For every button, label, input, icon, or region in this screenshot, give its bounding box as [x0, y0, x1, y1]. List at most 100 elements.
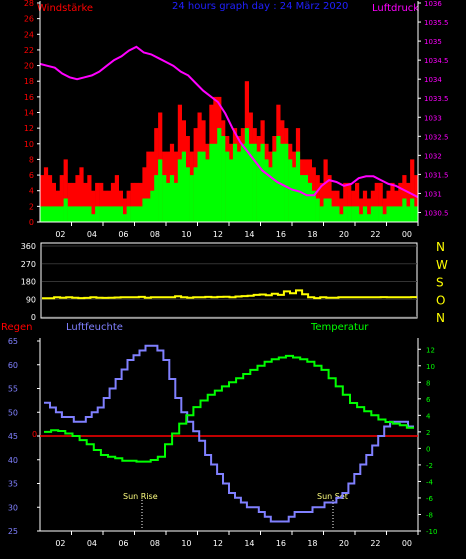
- direction-tick-label: 90: [26, 295, 36, 304]
- climate-x-tick-label: 06: [118, 539, 128, 548]
- wind-mean-bar: [150, 190, 155, 222]
- wind-mean-bar: [347, 206, 352, 222]
- wind-mean-bar: [79, 206, 84, 222]
- wind-mean-bar: [63, 198, 68, 222]
- pressure-tick-label: 1034: [424, 76, 442, 84]
- wind-direction-line: [42, 289, 417, 300]
- wind-gust-bar: [40, 175, 45, 222]
- wind-mean-bar: [189, 175, 194, 222]
- wind-mean-bar: [126, 206, 131, 222]
- wind-gust-bar: [414, 175, 419, 222]
- climate-x-axis-ticks: 02 04 06 08 10 12 14 16 18 20 22 00: [55, 531, 419, 548]
- wind-gust-bar: [99, 182, 104, 222]
- climate-x-tick-label: 20: [339, 539, 349, 548]
- wind-mean-bar: [95, 206, 100, 222]
- wind-mean-bar: [410, 198, 415, 222]
- temperature-tick-label: 8: [426, 379, 430, 387]
- wind-left-tick-label: 2: [29, 202, 34, 211]
- wind-mean-bar: [130, 206, 135, 222]
- wind-gust-bar: [339, 198, 344, 222]
- wind-mean-bar: [173, 182, 179, 222]
- climate-x-tick-label: 02: [55, 539, 65, 548]
- wind-x-tick-label: 04: [87, 230, 97, 239]
- direction-tick-label: 270: [21, 260, 36, 269]
- wind-mean-bar: [335, 206, 340, 222]
- wind-left-tick-label: 4: [29, 187, 34, 196]
- climate-x-tick-label: 14: [244, 539, 254, 548]
- wind-mean-bar: [264, 159, 269, 222]
- wind-gust-bar: [366, 198, 371, 222]
- wind-mean-bar: [240, 143, 245, 222]
- wind-mean-bar: [59, 206, 64, 222]
- humidity-tick-label: 35: [8, 480, 18, 489]
- pressure-line: [39, 45, 419, 199]
- humidity-tick-label: 65: [8, 337, 18, 346]
- wind-mean-bar: [138, 206, 143, 222]
- wind-mean-bar: [406, 206, 411, 222]
- wind-mean-bar: [201, 151, 206, 222]
- wind-gust-bar: [335, 190, 340, 222]
- wind-gust-bar: [114, 175, 119, 222]
- wind-gust-bar: [134, 182, 139, 222]
- humidity-tick-label: 55: [8, 385, 18, 394]
- wind-gust-bar: [122, 198, 127, 222]
- wind-left-tick-label: 16: [24, 93, 34, 102]
- wind-x-tick-label: 06: [118, 230, 128, 239]
- wind-gust-bar: [126, 190, 131, 222]
- wind-gust-bar: [130, 182, 135, 222]
- wind-mean-bar: [280, 143, 285, 222]
- wind-mean-bar: [394, 206, 399, 222]
- wind-left-tick-label: 8: [29, 155, 34, 164]
- wind-panel: Windstärke 24 hours graph day : 24 März …: [24, 0, 449, 239]
- climate-x-tick-label: 04: [87, 539, 97, 548]
- wind-mean-bar: [288, 159, 293, 222]
- wind-left-tick-label: 24: [24, 30, 34, 39]
- pressure-tick-label: 1031.5: [424, 171, 449, 179]
- wind-mean-bar: [319, 206, 324, 222]
- temperature-tick-label: -8: [426, 511, 433, 519]
- temperature-tick-label: 4: [426, 412, 431, 420]
- wind-mean-bar: [110, 206, 116, 222]
- wind-gust-bar: [71, 182, 76, 222]
- pressure-tick-label: 1036: [424, 0, 442, 8]
- humidity-tick-label: 50: [8, 408, 18, 417]
- wind-mean-bar: [193, 167, 198, 223]
- wind-gust-bar: [370, 190, 375, 222]
- wind-gust-bar: [43, 167, 49, 223]
- humidity-tick-label: 40: [8, 456, 18, 465]
- wind-gust-bar: [323, 159, 328, 222]
- climate-x-tick-label: 18: [307, 539, 317, 548]
- temperature-tick-label: 6: [426, 396, 431, 404]
- wind-gust-bar: [67, 182, 72, 222]
- pressure-tick-label: 1034.5: [424, 57, 449, 65]
- wind-left-tick-label: 22: [24, 46, 34, 55]
- wind-mean-bar: [355, 206, 360, 222]
- wind-gust-bar: [398, 182, 403, 222]
- wind-gust-bar: [154, 128, 159, 222]
- temperature-tick-label: -2: [426, 462, 433, 470]
- wind-gust-bar: [142, 167, 147, 223]
- wind-mean-bar: [91, 214, 96, 222]
- wind-gust-bar: [347, 182, 352, 222]
- wind-gust-bar: [87, 175, 92, 222]
- wind-mean-bar: [244, 128, 249, 222]
- wind-gust-bar: [59, 175, 64, 222]
- wind-mean-bar: [197, 151, 202, 222]
- pressure-tick-label: 1033: [424, 114, 442, 122]
- wind-gust-bar: [55, 190, 60, 222]
- climate-x-tick-label: 16: [276, 539, 286, 548]
- temperature-tick-label: -10: [426, 528, 437, 536]
- wind-mean-bar: [232, 143, 238, 222]
- climate-x-tick-label: 00: [402, 539, 412, 548]
- wind-mean-bar: [205, 159, 210, 222]
- wind-mean-bar: [169, 175, 175, 222]
- wind-mean-bar: [268, 167, 273, 223]
- wind-x-tick-label: 12: [213, 230, 223, 239]
- wind-gust-bar: [390, 182, 395, 222]
- wind-mean-bar: [51, 206, 56, 222]
- wind-x-tick-label: 14: [244, 230, 254, 239]
- wind-gust-bar: [150, 151, 155, 222]
- wind-x-tick-label: 18: [307, 230, 317, 239]
